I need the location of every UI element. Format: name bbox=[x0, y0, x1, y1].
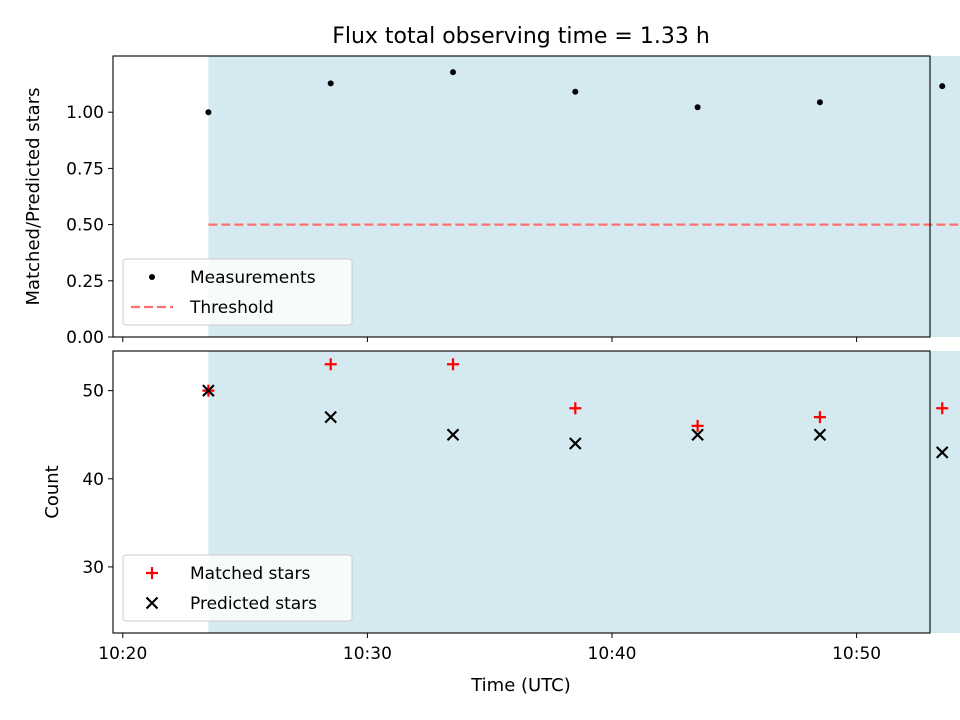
y-axis-label: Count bbox=[42, 465, 63, 518]
axes-frame bbox=[112, 350, 931, 634]
predicted-stars-point bbox=[935, 446, 949, 459]
legend-label: Measurements bbox=[190, 268, 316, 288]
predicted-stars-point bbox=[691, 428, 704, 441]
matched-stars-point bbox=[936, 402, 949, 415]
predicted-stars-point bbox=[446, 428, 460, 441]
matched-stars-point bbox=[813, 411, 826, 424]
legend-box bbox=[122, 258, 353, 326]
y-tick-label: 1.00 bbox=[66, 103, 104, 123]
measurement-point bbox=[327, 80, 334, 87]
legend-label: Predicted stars bbox=[190, 594, 317, 614]
top-panel: 0.00 0.25 0.50 0.75 1.00 Matched/Predicted st… bbox=[23, 55, 960, 348]
y-tick-label: 40 bbox=[82, 470, 104, 490]
predicted-stars-point bbox=[202, 384, 215, 397]
x-tick-label: 10:40 bbox=[588, 644, 637, 664]
x-tick-label: 10:20 bbox=[98, 644, 147, 664]
legend-label: Threshold bbox=[189, 298, 274, 318]
chart-title: Flux total observing time = 1.33 h bbox=[332, 24, 710, 49]
legend: Measurements Threshold bbox=[122, 258, 353, 326]
measurement-point bbox=[694, 104, 701, 111]
predicted-stars-point bbox=[324, 410, 337, 424]
legend-label: Matched stars bbox=[190, 564, 310, 584]
y-tick-label: 50 bbox=[82, 382, 104, 402]
x-tick-label: 10:30 bbox=[343, 644, 392, 664]
matched-stars-point bbox=[447, 358, 460, 371]
y-tick-label: 30 bbox=[82, 558, 104, 578]
matched-stars-point bbox=[324, 358, 337, 371]
axes-frame bbox=[112, 55, 931, 338]
measurement-point bbox=[816, 99, 823, 106]
bottom-panel: 10:2010:3010:4010:5011:0011:1011:2011:30… bbox=[42, 350, 960, 664]
legend-dot-icon bbox=[149, 274, 155, 280]
legend-box bbox=[122, 554, 353, 622]
y-tick-label: 0.00 bbox=[66, 328, 104, 348]
matched-stars-point bbox=[569, 402, 582, 415]
y-tick-label: 0.25 bbox=[66, 272, 104, 292]
predicted-stars-point bbox=[569, 437, 582, 450]
legend: Matched stars Predicted stars bbox=[122, 554, 353, 622]
x-tick-label: 10:50 bbox=[832, 644, 881, 664]
y-axis-label: Matched/Predicted stars bbox=[23, 88, 44, 306]
y-tick-label: 0.75 bbox=[66, 159, 104, 179]
measurement-point bbox=[450, 69, 457, 76]
x-axis-label: Time (UTC) bbox=[470, 675, 571, 696]
measurement-point bbox=[572, 88, 579, 95]
predicted-stars-point bbox=[813, 428, 827, 441]
measurement-point bbox=[205, 109, 212, 116]
legend-plus-icon bbox=[146, 567, 158, 579]
matched-stars-point bbox=[691, 419, 704, 432]
measurement-point bbox=[939, 83, 946, 90]
y-tick-label: 0.50 bbox=[66, 216, 104, 236]
legend-x-icon bbox=[145, 596, 159, 610]
